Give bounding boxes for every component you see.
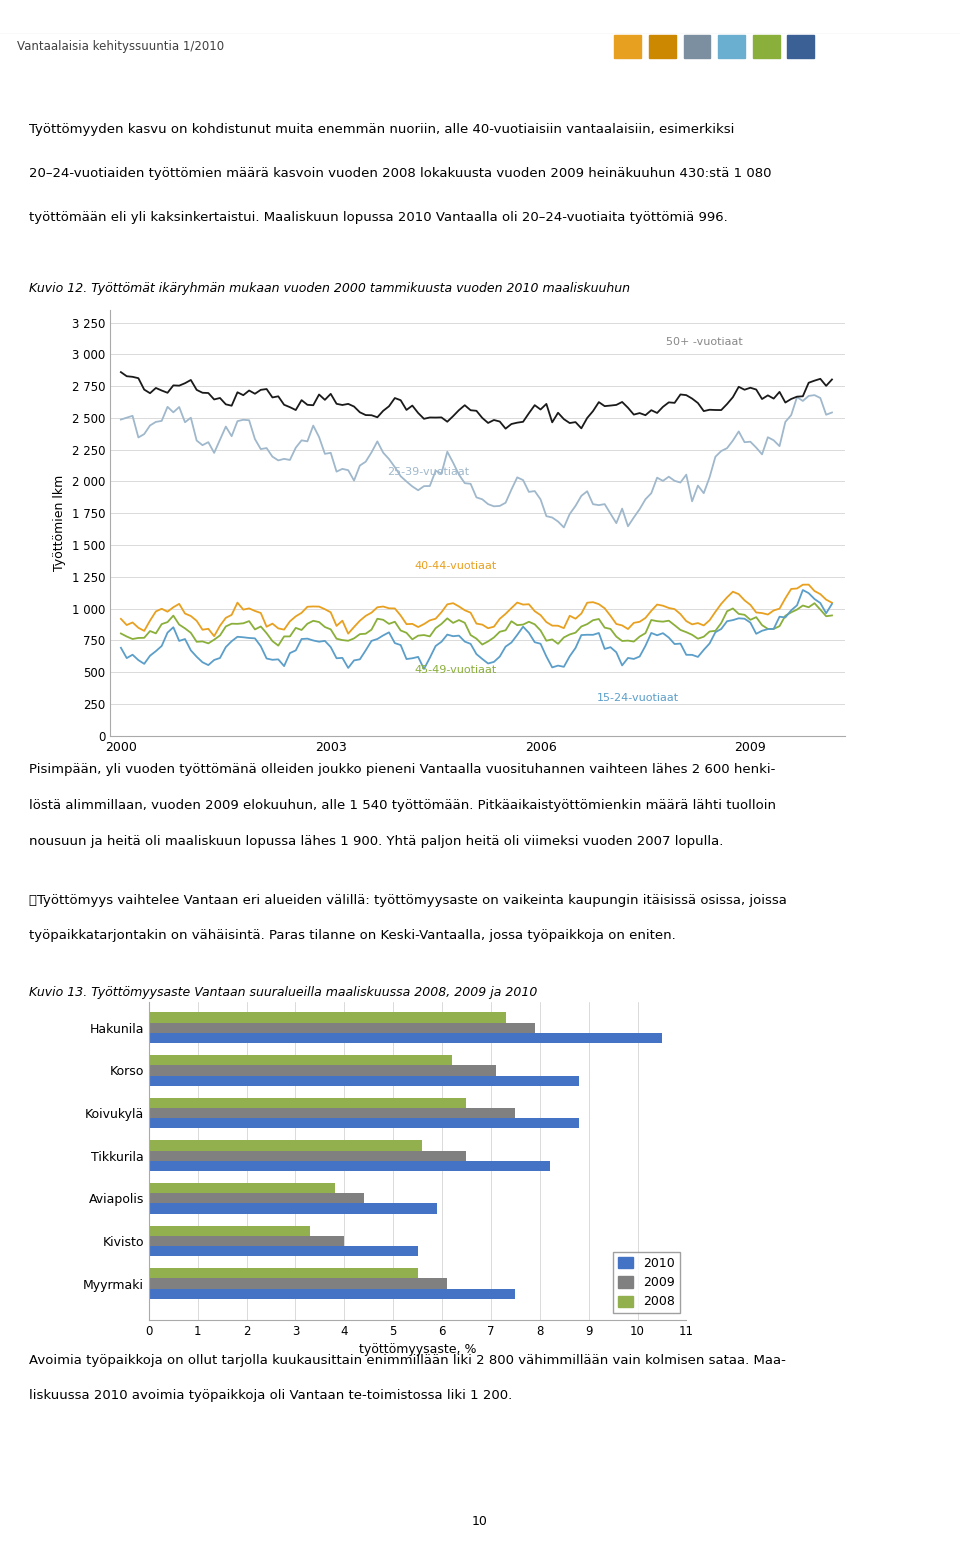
Text: Työttömyyden kasvu on kohdistunut muita enemmän nuoriin, alle 40-vuotiaisiin van: Työttömyyden kasvu on kohdistunut muita … [29,122,734,136]
Bar [149,1140,422,1151]
Text: 25-39-vuotiaat: 25-39-vuotiaat [387,468,468,477]
Bar [149,1278,447,1289]
Text: Kuvio 12. Työttömät ikäryhmän mukaan vuoden 2000 tammikuusta vuoden 2010 maalisk: Kuvio 12. Työttömät ikäryhmän mukaan vuo… [29,282,630,294]
Bar [684,36,710,57]
Text: työpaikkatarjontakin on vähäisintä. Paras tilanne on Keski-Vantaalla, jossa työp: työpaikkatarjontakin on vähäisintä. Para… [29,929,676,942]
Bar [149,1118,579,1128]
Text: nousuun ja heitä oli maaliskuun lopussa lähes 1 900. Yhtä paljon heitä oli viime: nousuun ja heitä oli maaliskuun lopussa … [29,835,723,847]
Legend: 2010, 2009, 2008: 2010, 2009, 2008 [613,1252,680,1314]
Bar [614,36,641,57]
Text: 20–24-vuotiaiden työttömien määrä kasvoin vuoden 2008 lokakuusta vuoden 2009 hei: 20–24-vuotiaiden työttömien määrä kasvoi… [29,167,771,180]
Bar [149,1066,495,1075]
Text: Avoimia työpaikkoja on ollut tarjolla kuukausittain enimmillään liki 2 800 vähim: Avoimia työpaikkoja on ollut tarjolla ku… [29,1354,785,1368]
Text: 45-49-vuotiaat: 45-49-vuotiaat [415,666,497,675]
Bar [149,1013,506,1022]
Bar [149,1075,579,1086]
Bar [787,36,814,57]
Bar [149,1098,467,1108]
Text: Vantaalaisia kehityssuuntia 1/2010: Vantaalaisia kehityssuuntia 1/2010 [17,40,225,53]
Text: Pisimpään, yli vuoden työttömänä olleiden joukko pieneni Vantaalla vuosituhannen: Pisimpään, yli vuoden työttömänä olleide… [29,762,775,776]
Bar [149,1269,418,1278]
Bar [149,1193,364,1204]
Bar [149,1151,467,1160]
Bar [149,1183,334,1193]
Text: löstä alimmillaan, vuoden 2009 elokuuhun, alle 1 540 työttömään. Pitkäaikaistyöt: löstä alimmillaan, vuoden 2009 elokuuhun… [29,799,776,812]
Text: 15-24-vuotiaat: 15-24-vuotiaat [596,694,679,703]
Bar [149,1245,418,1256]
Text: työttömään eli yli kaksinkertaistui. Maaliskuun lopussa 2010 Vantaalla oli 20–24: työttömään eli yli kaksinkertaistui. Maa… [29,211,728,223]
Text: 50+ -vuotiaat: 50+ -vuotiaat [666,338,743,347]
Bar [149,1236,345,1245]
X-axis label: työttömyysaste, %: työttömyysaste, % [359,1343,476,1357]
Bar [149,1204,437,1213]
Text: 10: 10 [472,1515,488,1527]
Bar [649,36,676,57]
Bar [149,1033,662,1042]
Y-axis label: Työttömien lkm: Työttömien lkm [54,474,66,572]
Bar [149,1225,310,1236]
Bar [149,1055,452,1066]
Bar [149,1160,549,1171]
Bar [149,1108,516,1118]
Text: Työttömyys vaihtelee Vantaan eri alueiden välillä: työttömyysaste on vaikeinta k: Työttömyys vaihtelee Vantaan eri alueide… [29,894,786,908]
Text: 40-44-vuotiaat: 40-44-vuotiaat [415,561,497,572]
Bar [149,1289,516,1300]
Bar [718,36,745,57]
Bar [149,1022,535,1033]
Bar [753,36,780,57]
Text: Kuvio 13. Työttömyysaste Vantaan suuralueilla maaliskuussa 2008, 2009 ja 2010: Kuvio 13. Työttömyysaste Vantaan suuralu… [29,987,538,999]
Text: liskuussa 2010 avoimia työpaikkoja oli Vantaan te-toimistossa liki 1 200.: liskuussa 2010 avoimia työpaikkoja oli V… [29,1389,512,1402]
